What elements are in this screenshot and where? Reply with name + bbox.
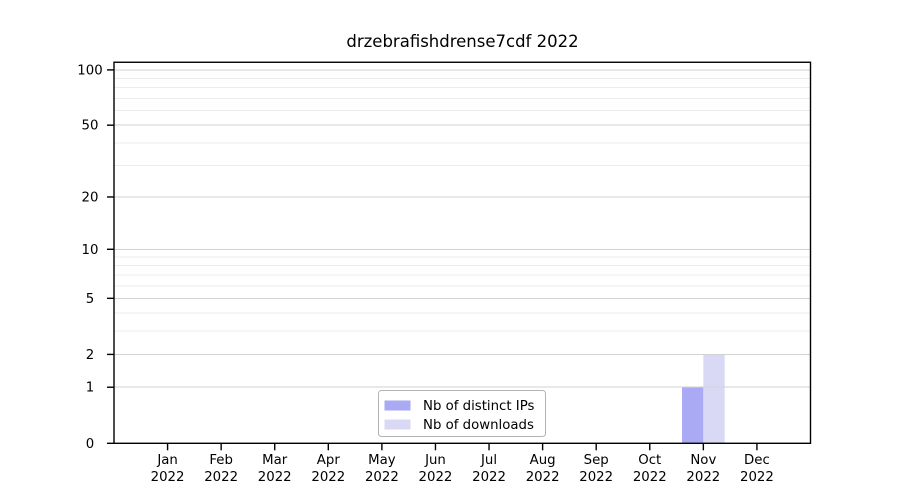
- x-tick-label-year-feb: 2022: [204, 470, 238, 485]
- bar-nb-of-downloads-nov: [703, 354, 725, 444]
- x-tick-label-year-jun: 2022: [419, 470, 453, 485]
- y-tick-label-10: 10: [82, 243, 99, 258]
- bar-nb-of-distinct-ips-nov: [682, 387, 704, 444]
- x-tick-label-month-apr: Apr: [317, 453, 341, 468]
- x-tick-label-month-dec: Dec: [744, 453, 770, 468]
- x-tick-label-month-jul: Jul: [480, 453, 497, 468]
- x-tick-label-year-sep: 2022: [579, 470, 613, 485]
- x-tick-label-year-oct: 2022: [633, 470, 667, 485]
- x-tick-label-month-jun: Jun: [424, 453, 446, 468]
- y-tick-label-1: 1: [86, 381, 94, 396]
- x-tick-label-month-jan: Jan: [156, 453, 178, 468]
- legend-label-nb-of-downloads: Nb of downloads: [423, 418, 534, 433]
- y-tick-label-2: 2: [86, 348, 94, 363]
- x-tick-label-month-aug: Aug: [530, 453, 556, 468]
- x-tick-label-month-nov: Nov: [690, 453, 716, 468]
- legend-swatch-nb-of-downloads: [384, 419, 411, 430]
- x-tick-label-year-mar: 2022: [258, 470, 292, 485]
- x-tick-label-month-oct: Oct: [638, 453, 661, 468]
- y-tick-label-0: 0: [86, 437, 94, 452]
- x-tick-label-year-dec: 2022: [740, 470, 774, 485]
- x-tick-label-month-may: May: [368, 453, 396, 468]
- legend-box: [378, 390, 546, 437]
- x-tick-label-year-may: 2022: [365, 470, 399, 485]
- chart-title: drzebrafishdrense7cdf 2022: [346, 32, 579, 51]
- x-tick-label-month-sep: Sep: [584, 453, 609, 468]
- y-tick-label-5: 5: [86, 292, 94, 307]
- x-tick-label-year-apr: 2022: [311, 470, 345, 485]
- legend-swatch-nb-of-distinct-ips: [384, 400, 411, 411]
- x-tick-label-month-feb: Feb: [209, 453, 233, 468]
- x-tick-label-year-nov: 2022: [686, 470, 720, 485]
- x-tick-label-year-jul: 2022: [472, 470, 506, 485]
- y-tick-label-20: 20: [82, 190, 99, 205]
- x-tick-label-year-aug: 2022: [526, 470, 560, 485]
- x-tick-label-month-mar: Mar: [262, 453, 288, 468]
- y-tick-label-100: 100: [77, 63, 102, 78]
- legend-label-nb-of-distinct-ips: Nb of distinct IPs: [423, 399, 535, 414]
- y-tick-label-50: 50: [82, 119, 99, 134]
- x-tick-label-year-jan: 2022: [151, 470, 185, 485]
- plot-frame: [113, 61, 812, 444]
